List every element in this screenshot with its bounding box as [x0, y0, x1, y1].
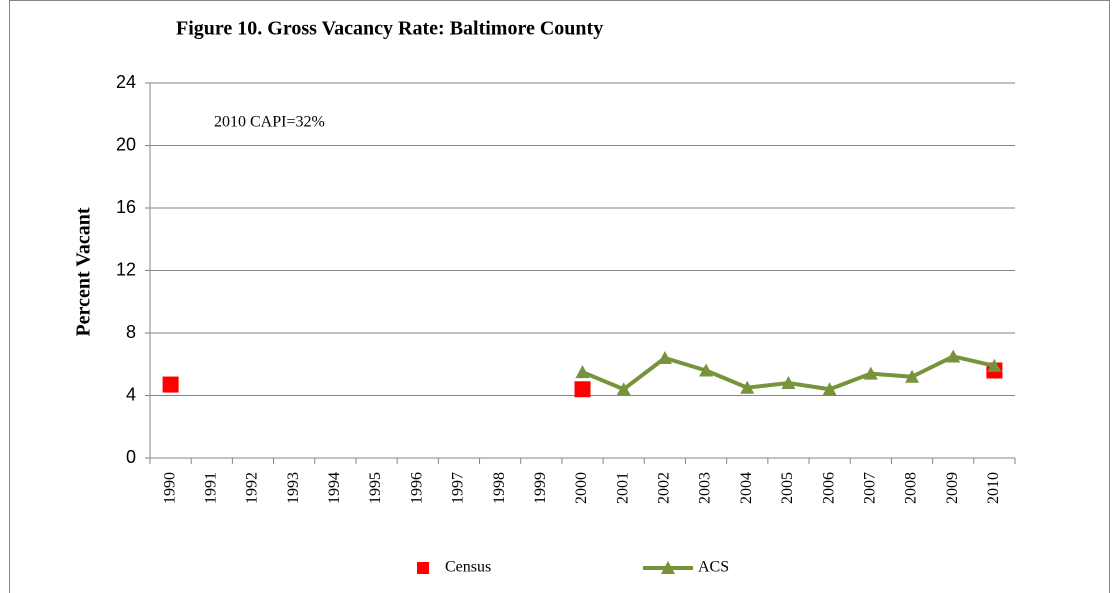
annotation: 2010 CAPI=32% [214, 114, 325, 131]
x-tick-label: 1990 [161, 472, 178, 504]
x-tick-label: 2004 [738, 472, 755, 504]
marker [863, 366, 878, 380]
x-tick-label: 2009 [944, 472, 961, 504]
x-tick-label: 2003 [697, 472, 714, 504]
marker [657, 351, 672, 364]
y-tick-label: 0 [126, 447, 136, 467]
x-tick-label: 2010 [985, 472, 1002, 504]
marker [987, 358, 1002, 372]
legend-marker [417, 562, 429, 574]
x-tick-label: 1994 [326, 472, 343, 504]
x-tick-label: 1993 [285, 472, 302, 504]
x-tick-label: 1997 [450, 472, 467, 504]
x-tick-label: 2007 [862, 472, 879, 504]
y-tick-label: 24 [116, 72, 136, 92]
x-tick-label: 1995 [367, 472, 384, 504]
legend-label: ACS [698, 559, 729, 576]
y-tick-label: 12 [116, 259, 136, 279]
y-tick-label: 8 [126, 322, 136, 342]
y-tick-label: 16 [116, 197, 136, 217]
marker [699, 363, 714, 377]
legend-marker [661, 561, 675, 574]
marker [162, 376, 179, 393]
chart-frame [9, 0, 1110, 593]
x-tick-label: 2002 [656, 472, 673, 504]
x-tick-label: 1996 [408, 472, 425, 504]
x-tick-label: 2001 [614, 472, 631, 504]
x-tick-label: 1998 [491, 472, 508, 504]
x-tick-label: 2006 [820, 472, 837, 504]
marker [574, 381, 591, 398]
marker [946, 349, 961, 363]
x-tick-label: 1992 [244, 472, 261, 504]
chart-title: Figure 10. Gross Vacancy Rate: Baltimore… [176, 18, 603, 40]
y-tick-label: 4 [126, 384, 136, 404]
marker [740, 380, 755, 394]
marker [781, 376, 796, 389]
y-tick-label: 20 [116, 134, 136, 154]
marker [616, 382, 631, 396]
legend-label: Census [445, 559, 491, 576]
x-tick-label: 2005 [779, 472, 796, 504]
marker [822, 382, 837, 396]
x-tick-label: 2000 [573, 472, 590, 504]
marker [905, 369, 920, 383]
x-tick-label: 1991 [202, 472, 219, 504]
x-tick-label: 1999 [532, 472, 549, 504]
y-axis-label: Percent Vacant [73, 207, 95, 336]
marker [575, 365, 590, 379]
x-tick-label: 2008 [903, 472, 920, 504]
